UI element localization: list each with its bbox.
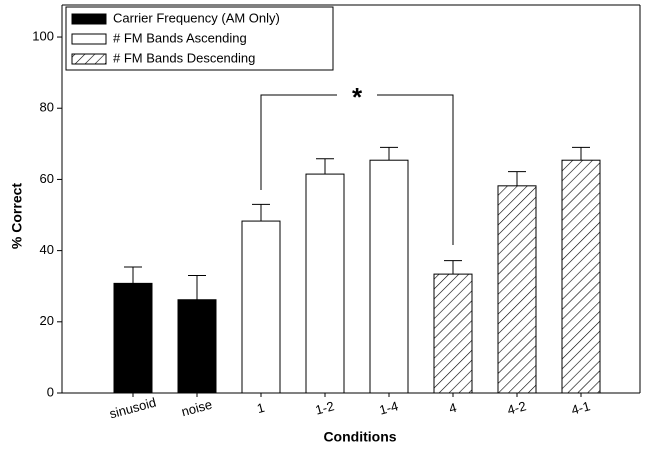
x-tick-label: 4 — [447, 400, 458, 416]
legend-label: # FM Bands Descending — [113, 50, 255, 65]
x-tick-label: 1-4 — [378, 398, 400, 417]
x-tick-label: 4-1 — [570, 398, 592, 417]
legend-swatch — [71, 53, 107, 65]
bar — [433, 273, 473, 394]
bar — [113, 282, 153, 394]
bar — [561, 159, 601, 394]
legend-swatch — [71, 13, 107, 25]
significance-marker: * — [352, 82, 363, 112]
y-axis-title: % Correct — [9, 183, 25, 249]
y-tick-label: 0 — [47, 384, 54, 399]
x-tick-label: sinusoid — [108, 395, 158, 422]
significance-bracket — [260, 94, 454, 245]
bar — [305, 173, 345, 394]
y-tick-label: 80 — [40, 100, 54, 115]
y-tick-label: 20 — [40, 313, 54, 328]
legend-label: # FM Bands Ascending — [113, 30, 247, 45]
x-axis-title: Conditions — [323, 429, 396, 445]
legend-label: Carrier Frequency (AM Only) — [113, 10, 280, 25]
x-tick-label: 4-2 — [506, 398, 528, 417]
legend-swatch — [71, 33, 107, 45]
x-tick-label: noise — [180, 397, 214, 420]
legend-box — [65, 6, 334, 71]
y-tick-label: 40 — [40, 242, 54, 257]
y-tick-label: 100 — [32, 28, 54, 43]
y-tick-label: 60 — [40, 171, 54, 186]
bar — [177, 299, 217, 394]
bar — [241, 220, 281, 394]
bar — [497, 185, 537, 394]
bar — [369, 159, 409, 394]
x-tick-label: 1-2 — [314, 398, 336, 417]
x-tick-label: 1 — [255, 400, 266, 416]
